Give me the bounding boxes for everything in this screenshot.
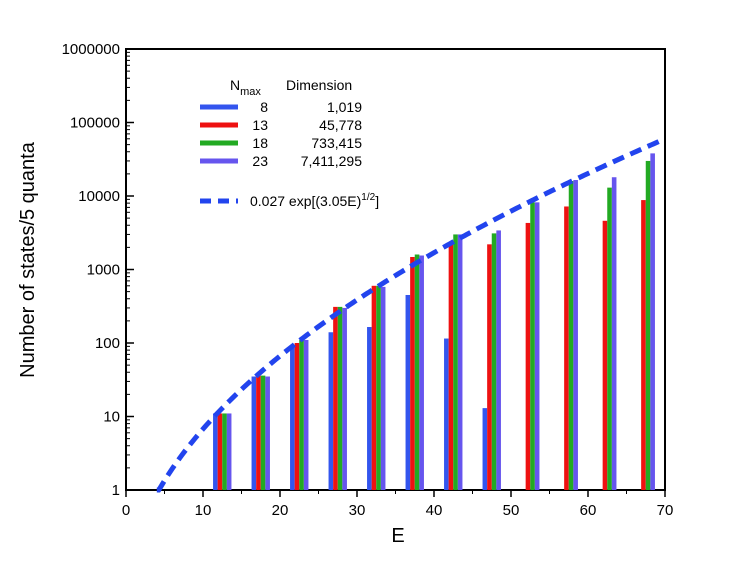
bar-series-18: [568, 180, 574, 490]
bar-series-8: [251, 376, 257, 490]
x-tick-label: 40: [426, 502, 443, 519]
x-axis-label: E: [391, 525, 404, 547]
x-tick-label: 10: [195, 502, 212, 519]
bar-series-13: [371, 285, 377, 490]
bar-series-13: [564, 206, 569, 490]
bar-series-18: [222, 413, 227, 490]
x-tick-label: 50: [503, 502, 520, 519]
legend-nmax-18: 18: [252, 135, 268, 151]
bar-series-8: [405, 294, 411, 490]
legend-header-dimension: Dimension: [286, 77, 352, 93]
fit-curve-line: [156, 136, 667, 493]
bar-series-23: [226, 413, 232, 490]
bar-series-13: [333, 306, 338, 490]
bar-series-13: [525, 222, 531, 490]
y-tick-label: 100000: [70, 115, 120, 132]
y-tick-label: 1: [112, 482, 120, 499]
x-tick-label: 60: [580, 502, 597, 519]
bar-series-18: [414, 254, 420, 490]
bar-series-8: [367, 327, 372, 490]
bar-series-23: [611, 177, 617, 490]
legend-dimension-13: 45,778: [319, 117, 362, 133]
bar-series-23: [303, 339, 309, 490]
x-tick-label: 0: [122, 502, 130, 519]
bar-series-18: [607, 187, 612, 490]
bar-series-23: [650, 153, 655, 490]
bar-series-8: [482, 408, 488, 490]
bar-series-13: [217, 413, 223, 490]
bar-series-13: [256, 375, 261, 490]
bar-series-18: [337, 306, 343, 490]
bar-series-18: [299, 339, 304, 490]
bar-series-23: [419, 255, 424, 490]
legend-dimension-23: 7,411,295: [301, 153, 362, 169]
bar-series-18: [260, 375, 266, 490]
bar-series-18: [530, 202, 535, 490]
x-tick-label: 30: [349, 502, 366, 519]
bar-series-13: [294, 343, 300, 490]
fit-curve: [156, 136, 667, 493]
x-tick-label: 20: [272, 502, 289, 519]
bar-series-23: [380, 286, 386, 490]
legend-entries: 8 1,019 13 45,778 18 733,415 23 7,411,295: [200, 99, 362, 169]
bar-series-13: [410, 256, 415, 490]
bar-series-23: [457, 234, 463, 490]
legend-dimension-8: 1,019: [327, 99, 362, 115]
bar-series-23: [573, 180, 578, 490]
legend-nmax-23: 23: [252, 153, 268, 169]
bar-series-18: [376, 285, 381, 490]
bar-series-18: [491, 233, 497, 490]
y-tick-label: 10: [103, 409, 120, 426]
y-axis: 1 10 100 1000 10000 100000 1000000: [62, 41, 134, 499]
bar-series-18: [453, 234, 458, 490]
x-tick-label: 70: [657, 502, 674, 519]
bar-series-23: [534, 202, 540, 490]
x-axis: 0 10 20 30 40 50 60 70: [122, 490, 674, 519]
legend-dimension-18: 733,415: [311, 135, 362, 151]
bar-series-13: [641, 200, 646, 491]
y-tick-label: 1000000: [62, 41, 120, 58]
bar-series-8: [444, 338, 449, 490]
bar-series-13: [487, 244, 492, 490]
legend-nmax-8: 8: [260, 99, 268, 115]
bar-series-18: [645, 160, 651, 491]
y-tick-label: 10000: [78, 188, 120, 205]
y-tick-label: 1000: [87, 262, 120, 279]
y-tick-label: 100: [95, 335, 120, 352]
y-axis-label: Number of states/5 quanta: [17, 141, 39, 378]
bar-series-8: [213, 413, 218, 490]
legend-fit-label: 0.027 exp[(3.05E)1/2]: [250, 192, 379, 209]
bar-series-13: [602, 220, 608, 490]
bar-series-23: [265, 376, 270, 490]
legend: Nmax Dimension 8 1,019 13 45,778 18 733,415 23…: [200, 77, 379, 209]
bars: [213, 153, 655, 491]
bar-series-23: [496, 230, 501, 491]
bar-series-23: [342, 307, 347, 490]
legend-nmax-13: 13: [252, 117, 268, 133]
bar-series-13: [448, 244, 454, 490]
legend-header-nmax: Nmax: [230, 77, 261, 98]
bar-series-8: [328, 332, 334, 490]
bar-series-8: [290, 346, 295, 490]
